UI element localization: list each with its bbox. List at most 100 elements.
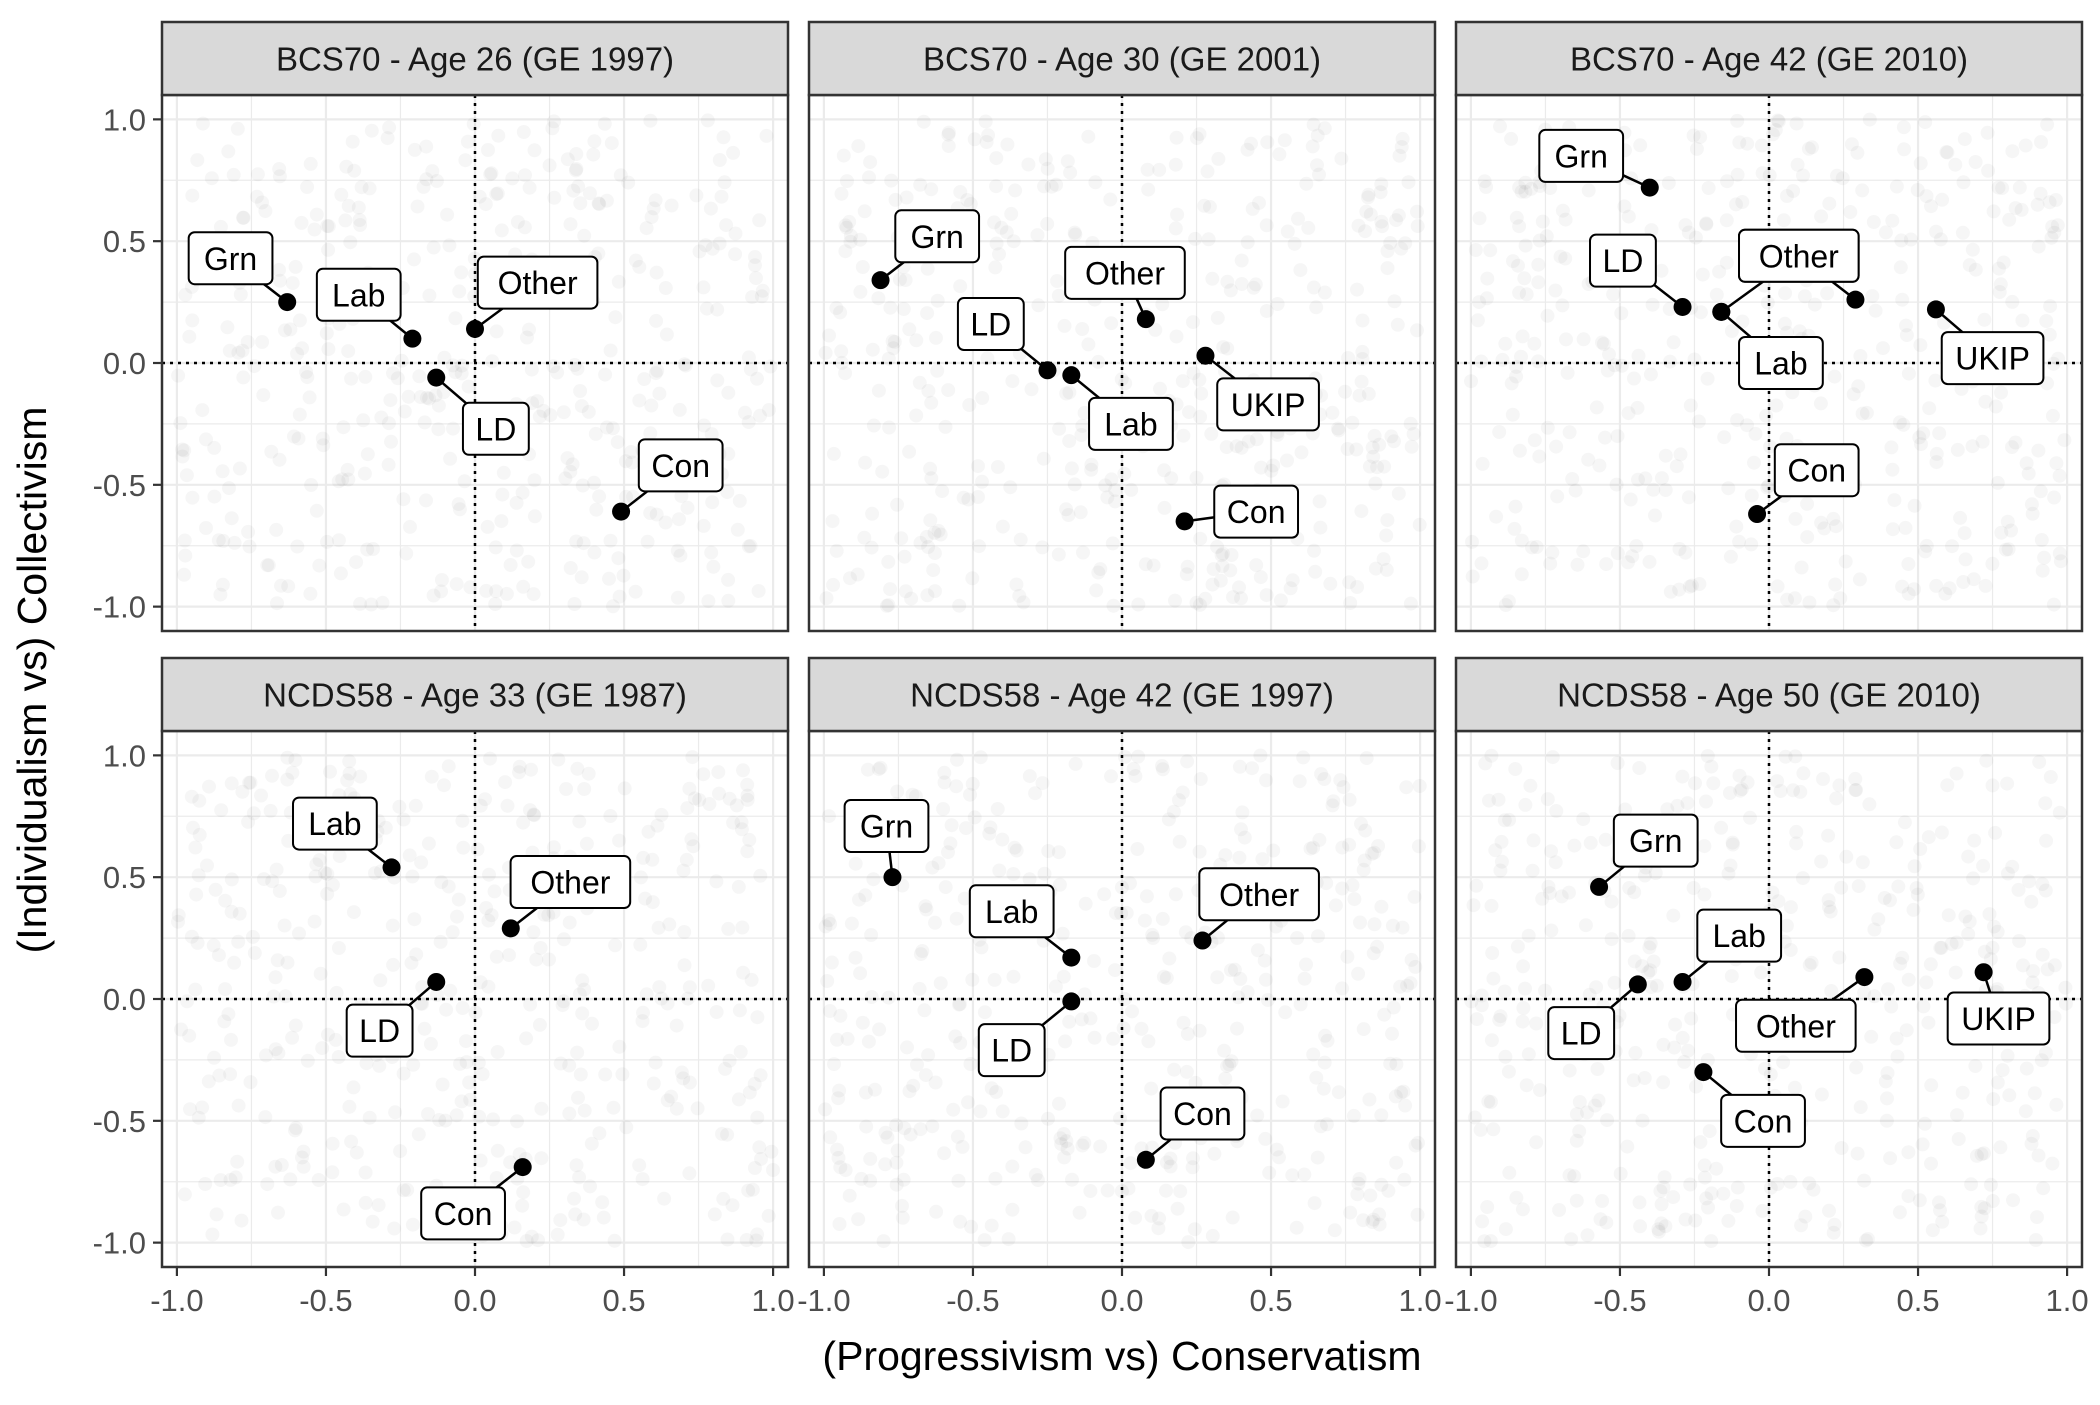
x-tick-label: 0.0 — [1100, 1283, 1143, 1318]
label-box-grn — [1612, 813, 1699, 868]
panel-title: BCS70 - Age 42 (GE 2010) — [1570, 41, 1968, 78]
point-grn — [278, 293, 297, 312]
y-tick-label: 0.5 — [103, 224, 146, 259]
label-other: Other — [530, 865, 610, 901]
point-other — [501, 919, 520, 938]
label-lab: Lab — [1104, 406, 1157, 442]
label-box-grn — [1538, 128, 1625, 183]
y-tick-label: 0.5 — [103, 860, 146, 895]
label-box-other — [1198, 867, 1320, 922]
label-box-other — [509, 855, 632, 910]
label-ukip: UKIP — [1961, 1001, 2036, 1037]
label-lab: Lab — [1754, 346, 1807, 382]
label-box-other — [1064, 245, 1186, 300]
point-lab — [1062, 366, 1081, 385]
point-ld — [1628, 975, 1647, 994]
panel-6: Grn LD Lab Other Con UKIP NCDS58 - Age 50 (GE … — [1444, 656, 2089, 1318]
label-ld: LD — [1602, 243, 1643, 279]
label-other: Other — [1756, 1008, 1836, 1044]
panel-title: NCDS58 - Age 50 (GE 2010) — [1557, 677, 1981, 714]
label-con: Con — [1787, 453, 1846, 489]
label-lab: Lab — [985, 894, 1038, 930]
label-box-lab — [1738, 336, 1824, 390]
label-box-ukip — [1216, 377, 1320, 432]
label-box-con — [420, 1186, 506, 1241]
label-con: Con — [1227, 494, 1286, 530]
point-ld — [427, 368, 446, 387]
y-tick-label: -1.0 — [93, 1226, 146, 1261]
point-lab — [382, 858, 401, 877]
x-axis-ticks: -1.0 -0.5 0.0 0.5 1.0 — [1444, 1267, 2089, 1318]
point-lab — [1712, 302, 1731, 321]
label-box-con — [637, 438, 724, 493]
y-tick-label: -0.5 — [93, 1104, 146, 1139]
panel-strip — [807, 656, 1437, 733]
label-box-grn — [894, 209, 981, 264]
label-box-con — [1159, 1086, 1246, 1141]
label-box-grn — [187, 231, 274, 286]
label-ukip: UKIP — [1231, 387, 1306, 423]
panel-strip — [1454, 20, 2084, 97]
label-box-ukip — [1940, 331, 2045, 386]
label-grn: Grn — [911, 219, 964, 255]
y-tick-label: 0.0 — [103, 346, 146, 381]
point-con — [1748, 505, 1767, 524]
party-points: Grn LD Lab Other Con UKIP — [1547, 813, 2051, 1148]
point-other — [1846, 290, 1865, 309]
label-box-ld — [1547, 1006, 1616, 1061]
label-box-ld — [1589, 233, 1657, 288]
label-box-con — [1213, 484, 1300, 539]
y-axis-title: (Individualism vs) Collectivism — [9, 407, 55, 954]
y-tick-label: -0.5 — [93, 468, 146, 503]
label-ld: LD — [359, 1013, 400, 1049]
label-con: Con — [1734, 1103, 1793, 1139]
label-box-lab — [968, 884, 1055, 939]
x-tick-label: 0.5 — [1896, 1283, 1939, 1318]
label-other: Other — [498, 265, 578, 301]
x-tick-label: -0.5 — [299, 1283, 352, 1318]
x-axis-title: (Progressivism vs) Conservatism — [822, 1333, 1421, 1379]
point-lab — [1062, 948, 1081, 967]
label-other: Other — [1219, 877, 1299, 913]
label-lab: Lab — [1712, 918, 1765, 954]
panel-title: NCDS58 - Age 42 (GE 1997) — [910, 677, 1334, 714]
party-points: Grn Lab Other LD Con — [187, 231, 724, 521]
y-tick-label: 0.0 — [103, 982, 146, 1017]
panel-title: BCS70 - Age 26 (GE 1997) — [276, 41, 674, 78]
label-ukip: UKIP — [1955, 341, 2030, 377]
panel-title: NCDS58 - Age 33 (GE 1987) — [263, 677, 687, 714]
point-con — [513, 1158, 532, 1177]
label-con: Con — [1173, 1096, 1232, 1132]
point-other — [1193, 931, 1212, 950]
y-axis-ticks: -1.0 -0.5 0.0 0.5 1.0 — [93, 102, 162, 625]
x-tick-label: 0.5 — [602, 1283, 645, 1318]
label-box-grn — [843, 799, 930, 854]
point-other — [466, 319, 484, 338]
label-box-other — [1735, 998, 1857, 1053]
label-box-lab — [1696, 908, 1783, 963]
label-ld: LD — [991, 1033, 1032, 1069]
label-box-lab — [1088, 396, 1174, 451]
label-grn: Grn — [1555, 138, 1608, 174]
x-tick-label: 1.0 — [752, 1283, 795, 1318]
party-points: Lab Other LD Con — [292, 796, 632, 1241]
x-tick-label: -0.5 — [946, 1283, 999, 1318]
point-con — [612, 502, 631, 521]
point-other — [1136, 310, 1155, 329]
x-tick-label: -1.0 — [797, 1283, 850, 1318]
point-lab — [1673, 972, 1692, 991]
label-box-other — [1738, 228, 1860, 283]
label-box-ukip — [1946, 991, 2051, 1046]
y-axis-ticks: -1.0 -0.5 0.0 0.5 1.0 — [93, 738, 162, 1261]
label-other: Other — [1759, 238, 1839, 274]
label-box-ld — [956, 297, 1025, 352]
x-tick-label: 0.0 — [453, 1283, 496, 1318]
point-grn — [871, 271, 890, 290]
x-tick-label: 1.0 — [1399, 1283, 1442, 1318]
panel-strip — [160, 656, 790, 733]
point-grn — [1590, 877, 1609, 896]
point-ukip — [1926, 300, 1945, 319]
panel-title: BCS70 - Age 30 (GE 2001) — [923, 41, 1321, 78]
